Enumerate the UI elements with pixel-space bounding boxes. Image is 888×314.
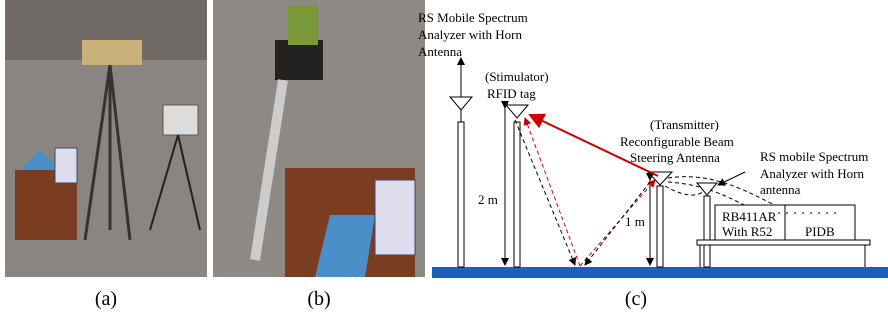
caption: (a) [95,288,117,310]
label: antenna [760,182,801,197]
label: RFID tag [487,86,536,101]
photo-a [5,0,207,277]
label: Antenna [418,44,462,59]
label: Steering Antenna [630,150,720,165]
photo-b [213,0,425,277]
caption: (b) [307,288,330,310]
page: {"panels": [{"caption": "(a)"}, {"captio… [0,0,888,314]
label: (Transmitter) [650,117,719,132]
label: 1 m [625,214,645,229]
label: (Stimulator) [485,69,549,84]
label: RS mobile Spectrum [760,149,868,164]
figure: RS Mobile Spectrum Analyzer with Horn An… [0,0,888,314]
label: Reconfigurable Beam [620,134,734,149]
label: PIDB [805,224,835,239]
label: RS Mobile Spectrum [418,10,528,25]
label: Analyzer with Horn [418,27,522,42]
label: With R52 [722,224,772,239]
label: RB411AR [722,209,777,224]
label: Analyzer with Horn [760,166,864,181]
label: 2 m [478,192,498,207]
caption: (c) [625,288,647,310]
